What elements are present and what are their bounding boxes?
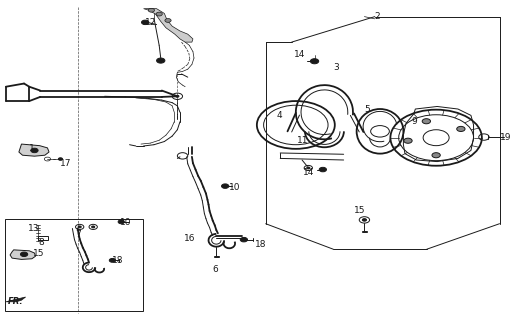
Circle shape	[109, 259, 116, 262]
Circle shape	[176, 95, 179, 97]
Circle shape	[31, 148, 38, 153]
Text: 14: 14	[303, 168, 315, 177]
Bar	[38, 236, 48, 240]
Text: 18: 18	[255, 240, 267, 249]
Circle shape	[157, 58, 165, 63]
Text: 13: 13	[28, 224, 39, 233]
Circle shape	[307, 167, 310, 169]
Circle shape	[432, 153, 440, 158]
Text: 12: 12	[145, 19, 156, 28]
Circle shape	[422, 119, 430, 124]
Text: FR.: FR.	[7, 297, 23, 306]
Circle shape	[240, 237, 247, 242]
Text: 15: 15	[354, 206, 366, 215]
Text: 6: 6	[213, 265, 218, 275]
Text: 19: 19	[500, 133, 511, 142]
Circle shape	[58, 158, 63, 160]
Circle shape	[319, 167, 327, 172]
Text: 14: 14	[294, 50, 306, 59]
Text: 11: 11	[297, 136, 308, 145]
Text: 10: 10	[229, 183, 241, 192]
Circle shape	[404, 138, 412, 143]
Text: 1: 1	[29, 144, 35, 153]
Text: 18: 18	[113, 256, 124, 265]
Circle shape	[92, 226, 95, 228]
Circle shape	[118, 220, 125, 224]
Text: 9: 9	[411, 117, 417, 126]
Circle shape	[148, 8, 155, 12]
Polygon shape	[144, 9, 193, 42]
Text: 10: 10	[120, 218, 132, 227]
Circle shape	[457, 126, 465, 132]
Text: 16: 16	[184, 234, 195, 243]
Text: 17: 17	[60, 159, 72, 168]
Circle shape	[165, 19, 171, 22]
Text: 8: 8	[38, 238, 44, 247]
Text: 5: 5	[364, 105, 370, 114]
Circle shape	[20, 252, 28, 257]
Bar	[5, 219, 143, 311]
Text: 7: 7	[75, 230, 81, 239]
Circle shape	[221, 184, 229, 188]
Circle shape	[362, 219, 366, 221]
Circle shape	[156, 12, 163, 16]
Polygon shape	[6, 297, 26, 302]
Circle shape	[78, 226, 81, 228]
Text: 2: 2	[375, 12, 380, 21]
Polygon shape	[19, 144, 49, 156]
Text: 15: 15	[33, 250, 44, 259]
Polygon shape	[10, 250, 35, 260]
Text: 4: 4	[276, 111, 282, 120]
Text: 3: 3	[333, 63, 339, 72]
Circle shape	[311, 59, 319, 64]
Circle shape	[142, 20, 149, 25]
